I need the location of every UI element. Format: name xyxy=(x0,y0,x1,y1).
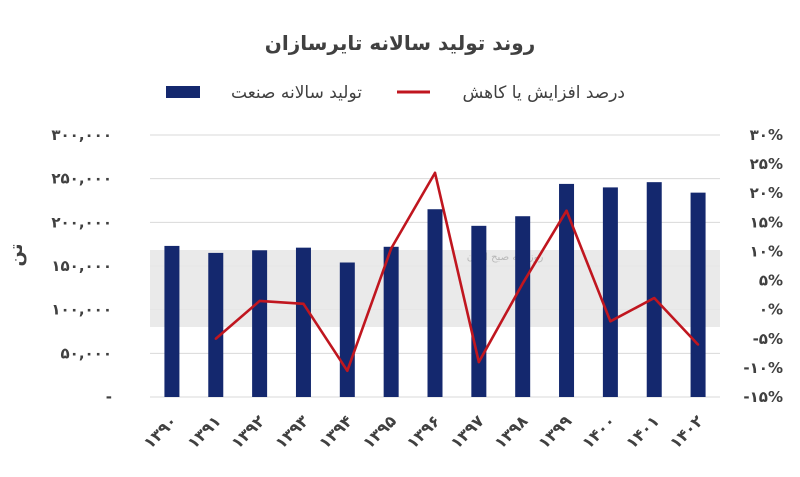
left-tick-label: ۱۵۰,۰۰۰ xyxy=(51,257,112,275)
bar-11 xyxy=(646,182,662,397)
right-tick-label: ۱۰% xyxy=(750,242,783,260)
line-point-5 xyxy=(389,247,393,250)
x-tick-label: ۱۳۹۷ xyxy=(447,411,488,452)
bar-9 xyxy=(559,183,575,397)
right-tick-label: -۵% xyxy=(753,330,783,348)
x-tick-label: ۱۴۰۰ xyxy=(578,411,619,452)
right-tick-label: ۰% xyxy=(759,301,783,319)
x-tick-label: ۱۳۹۴ xyxy=(315,411,356,452)
right-tick-label: ۳۰% xyxy=(750,126,783,144)
percent-change-line xyxy=(214,171,700,373)
legend-bar-swatch xyxy=(166,86,200,98)
line-point-3 xyxy=(302,302,305,306)
legend: تولید سالانه صنعت درصد افزایش یا کاهش xyxy=(166,83,625,103)
bar-1 xyxy=(208,252,224,397)
left-tick-label: ۲۰۰,۰۰۰ xyxy=(51,213,112,231)
bar-4 xyxy=(339,262,355,397)
left-tick-label: - xyxy=(106,388,112,406)
right-axis-ticks: -۱۵% -۱۰% -۵% ۰% ۵% ۱۰% ۱۵% ۲۰% ۲۵% ۳۰% xyxy=(743,126,783,406)
x-tick-label: ۱۳۹۰ xyxy=(140,411,181,452)
line-point-2 xyxy=(258,299,261,303)
x-axis-ticks: ۱۳۹۰ ۱۳۹۱ ۱۳۹۲ ۱۳۹۳ ۱۳۹۴ ۱۳۹۵ ۱۳۹۶ ۱۳۹۷ ۱۳۹۸ ۱۳۹۹… xyxy=(140,411,707,452)
left-tick-label: ۳۰۰,۰۰۰ xyxy=(51,126,112,144)
bar-12 xyxy=(690,192,706,397)
x-tick-label: ۱۳۹۶ xyxy=(403,411,444,452)
bar-6 xyxy=(427,209,443,397)
left-tick-label: ۲۵۰,۰۰۰ xyxy=(51,170,112,188)
bar-8 xyxy=(515,216,531,397)
x-tick-label: ۱۴۰۲ xyxy=(666,411,707,452)
bar-0 xyxy=(164,245,180,397)
left-axis-ticks: - ۵۰,۰۰۰ ۱۰۰,۰۰۰ ۱۵۰,۰۰۰ ۲۰۰,۰۰۰ ۲۵۰,۰۰۰ ۳۰۰,۰… xyxy=(51,126,112,406)
x-tick-label: ۱۳۹۹ xyxy=(534,411,575,452)
right-tick-label: ۲۵% xyxy=(750,155,783,173)
x-tick-label: ۱۳۹۲ xyxy=(227,411,268,452)
bar-7 xyxy=(471,225,487,397)
left-tick-label: ۱۰۰,۰۰۰ xyxy=(51,301,112,319)
legend-bar-label: تولید سالانه صنعت xyxy=(231,83,362,103)
watermark-text: روزنامه صبح ایران xyxy=(467,252,544,263)
bar-3 xyxy=(295,247,311,397)
legend-line-label: درصد افزایش یا کاهش xyxy=(462,83,625,103)
chart-title: روند تولید سالانه تایرسازان xyxy=(265,31,535,55)
x-tick-label: ۱۳۹۳ xyxy=(271,411,312,452)
line-point-8 xyxy=(521,282,524,285)
left-tick-label: ۵۰,۰۰۰ xyxy=(61,344,112,362)
line-series xyxy=(214,171,700,373)
x-tick-label: ۱۴۰۱ xyxy=(622,411,663,452)
right-tick-label: ۵% xyxy=(759,272,783,290)
line-point-7 xyxy=(477,360,481,364)
right-tick-label: -۱۵% xyxy=(743,388,783,406)
x-tick-label: ۱۳۹۱ xyxy=(184,411,225,452)
right-tick-label: ۲۰% xyxy=(750,184,783,202)
y-axis-label: تن xyxy=(6,244,27,267)
line-point-1 xyxy=(214,337,217,340)
line-point-4 xyxy=(346,369,349,372)
bar-5 xyxy=(383,246,399,397)
line-point-11 xyxy=(653,296,656,300)
x-tick-label: ۱۳۹۵ xyxy=(359,411,400,452)
bar-10 xyxy=(602,187,618,397)
x-tick-label: ۱۳۹۸ xyxy=(490,411,531,452)
line-point-12 xyxy=(696,343,700,346)
line-point-10 xyxy=(609,320,612,323)
bar-2 xyxy=(252,250,268,397)
right-tick-label: -۱۰% xyxy=(743,359,783,377)
right-tick-label: ۱۵% xyxy=(750,213,783,231)
line-point-6 xyxy=(433,171,437,175)
line-point-9 xyxy=(565,209,568,212)
